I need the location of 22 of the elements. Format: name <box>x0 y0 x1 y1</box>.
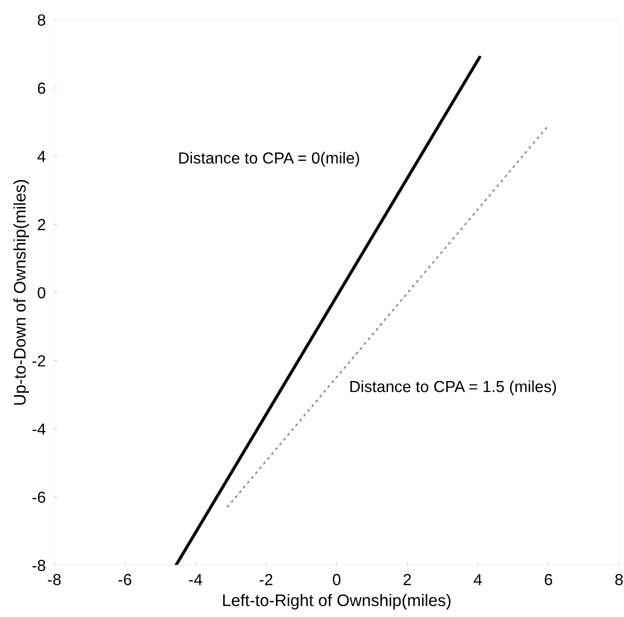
y-tick-label: -2 <box>32 355 46 366</box>
y-tick-label: 0 <box>38 287 46 298</box>
y-tick-label: 8 <box>38 14 46 26</box>
y-tick-label: -8 <box>32 560 46 572</box>
x-axis-title: Left-to-Right of Ownship(miles) <box>223 594 450 610</box>
x-tick-label: 6 <box>544 574 552 586</box>
x-tick-label: -2 <box>260 574 272 586</box>
y-tick-label: -4 <box>32 424 46 435</box>
y-tick-label: 6 <box>38 82 46 94</box>
x-tick-label: -8 <box>48 574 61 586</box>
x-tick-label: 8 <box>615 574 623 586</box>
y-tick-label: 4 <box>37 150 46 162</box>
y-tick-label: 2 <box>38 218 46 230</box>
x-tick-label: -6 <box>118 574 132 586</box>
y-tick-label: -6 <box>32 492 46 503</box>
x-tick-label: -4 <box>189 574 202 586</box>
x-tick-label: 0 <box>332 574 340 586</box>
y-axis-title: Up-to-Down of Ownship(miles) <box>13 180 29 405</box>
x-tick-label: 2 <box>404 574 411 586</box>
annotation: Distance to CPA = 0(mile) <box>179 152 360 167</box>
x-tick-label: 4 <box>474 574 482 586</box>
annotation: Distance to CPA = 1.5 (miles) <box>350 380 556 396</box>
